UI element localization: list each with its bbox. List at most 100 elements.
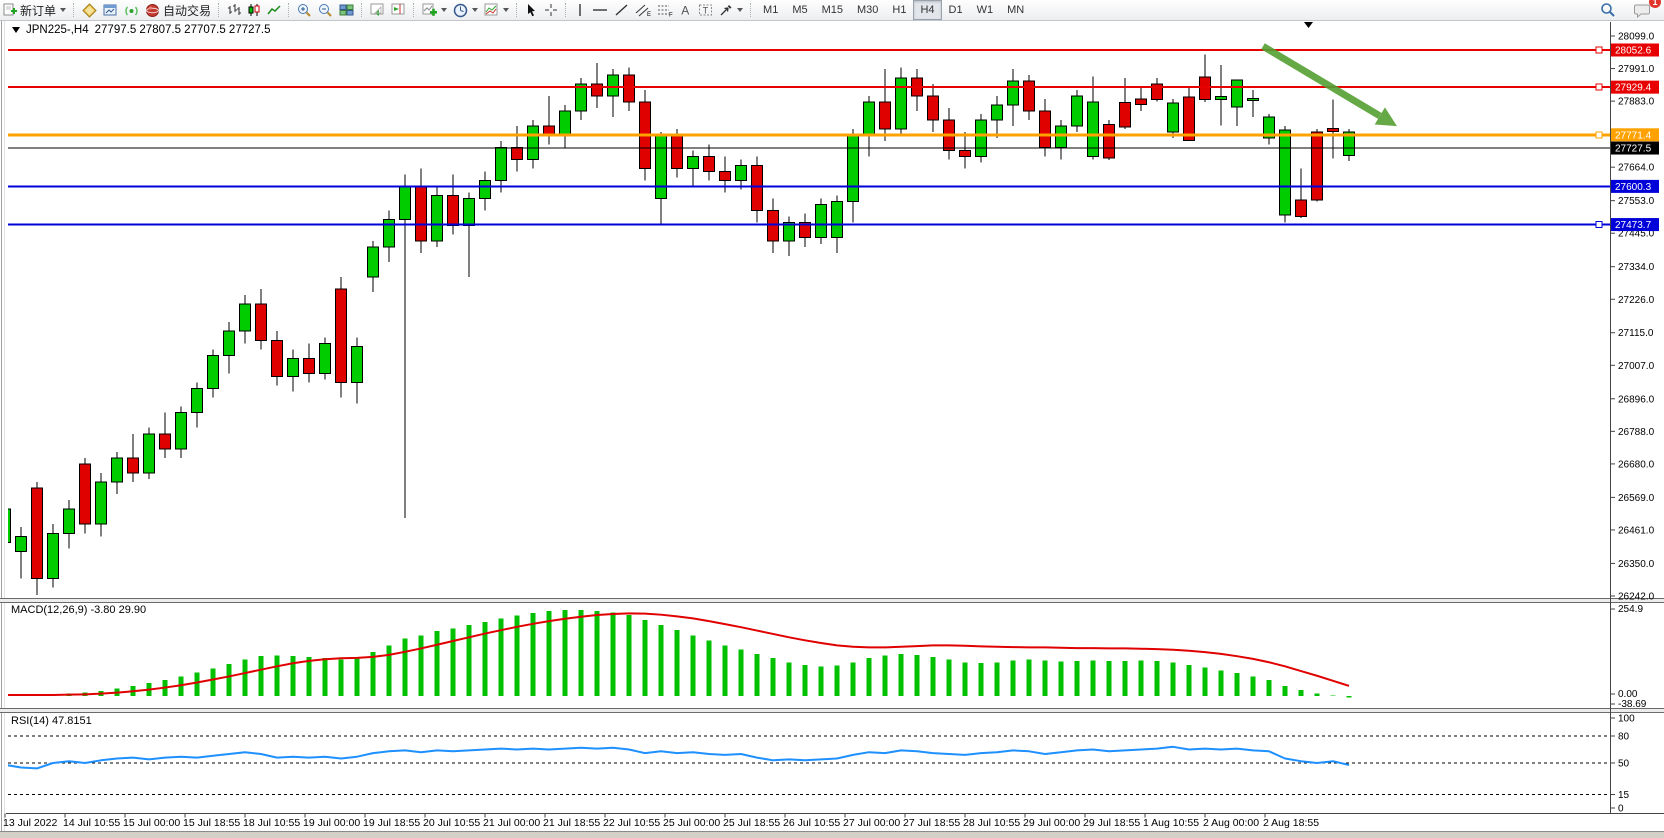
search-button[interactable] bbox=[1597, 1, 1619, 19]
autotrading-button[interactable]: 自动交易 bbox=[142, 1, 214, 19]
trend-arrow[interactable] bbox=[1261, 43, 1397, 127]
crosshair-button[interactable] bbox=[541, 1, 561, 19]
svg-text:26350.0: 26350.0 bbox=[1618, 559, 1655, 570]
chevron-down-icon bbox=[441, 8, 448, 12]
svg-text:19 Jul 00:00: 19 Jul 00:00 bbox=[303, 817, 360, 829]
candlestick-chart-icon bbox=[248, 4, 260, 16]
trendline-icon bbox=[615, 4, 628, 16]
svg-text:27727.5: 27727.5 bbox=[1615, 144, 1652, 155]
timeframe-button-M15[interactable]: M15 bbox=[821, 4, 843, 16]
chart-shift-button[interactable] bbox=[388, 1, 409, 19]
periods-button[interactable] bbox=[450, 1, 481, 19]
horizontal-line-objects[interactable] bbox=[8, 46, 1610, 229]
tile-windows-button[interactable] bbox=[336, 1, 357, 19]
notifications-button[interactable]: 1 bbox=[1631, 0, 1661, 19]
cursor-button[interactable] bbox=[522, 1, 541, 19]
yellow-diamond-button[interactable] bbox=[79, 1, 100, 19]
svg-text:-38.69: -38.69 bbox=[1618, 699, 1647, 710]
rsi-indicator-label: RSI(14) 47.8151 bbox=[11, 715, 92, 727]
fibonacci-icon: F bbox=[658, 5, 673, 17]
add-indicator-button[interactable] bbox=[419, 1, 450, 19]
svg-text:27 Jul 00:00: 27 Jul 00:00 bbox=[843, 817, 900, 829]
equidistant-channel-icon: E bbox=[635, 4, 651, 17]
svg-text:26569.0: 26569.0 bbox=[1618, 493, 1655, 504]
main-toolbar: 新订单 自动交易 bbox=[0, 0, 1664, 21]
chevron-down-icon bbox=[472, 8, 479, 12]
svg-text:26242.0: 26242.0 bbox=[1618, 591, 1655, 602]
svg-text:27991.0: 27991.0 bbox=[1618, 64, 1655, 75]
bar-chart-button[interactable] bbox=[224, 1, 244, 19]
svg-text:27883.0: 27883.0 bbox=[1618, 97, 1655, 108]
svg-text:21 Jul 18:55: 21 Jul 18:55 bbox=[543, 817, 600, 829]
price-axis: 28099.0 27991.0 27883.0 27664.0 27553.0 27445… bbox=[1610, 22, 1659, 815]
time-axis: 13 Jul 2022 14 Jul 10:55 15 Jul 00:00 15 Ju… bbox=[3, 813, 1664, 829]
horizontal-line-icon bbox=[593, 9, 608, 11]
timeframe-button-M30[interactable]: M30 bbox=[857, 4, 879, 16]
svg-text:50: 50 bbox=[1618, 759, 1630, 770]
autotrading-label: 自动交易 bbox=[163, 3, 212, 18]
text-button[interactable]: A bbox=[676, 1, 695, 19]
svg-text:27600.3: 27600.3 bbox=[1615, 182, 1652, 193]
svg-text:27 Jul 18:55: 27 Jul 18:55 bbox=[903, 817, 960, 829]
svg-text:27664.0: 27664.0 bbox=[1618, 163, 1655, 174]
arrows-button[interactable] bbox=[716, 1, 746, 19]
svg-text:A: A bbox=[681, 4, 689, 18]
templates-icon bbox=[484, 3, 498, 16]
svg-text:20 Jul 10:55: 20 Jul 10:55 bbox=[423, 817, 480, 829]
svg-text:15: 15 bbox=[1618, 790, 1630, 801]
toolbar-separator bbox=[565, 3, 567, 17]
text-icon: A bbox=[681, 4, 689, 18]
timeframe-button-H4[interactable]: H4 bbox=[913, 0, 942, 20]
timeframe-button-MN[interactable]: MN bbox=[1007, 4, 1025, 16]
zoom-in-button[interactable] bbox=[294, 1, 315, 19]
svg-text:28099.0: 28099.0 bbox=[1618, 32, 1655, 43]
svg-text:E: E bbox=[647, 12, 651, 17]
timeframe-button-D1[interactable]: D1 bbox=[948, 4, 963, 16]
line-chart-button[interactable] bbox=[264, 1, 284, 19]
toolbar-separator bbox=[218, 3, 220, 17]
timeframe-button-M1[interactable]: M1 bbox=[763, 4, 779, 16]
signal-icon bbox=[125, 6, 138, 15]
auto-scroll-button[interactable] bbox=[367, 1, 388, 19]
svg-text:13 Jul 2022: 13 Jul 2022 bbox=[3, 817, 57, 829]
svg-text:1 Aug 10:55: 1 Aug 10:55 bbox=[1143, 817, 1199, 829]
yellow-diamond-icon bbox=[82, 2, 97, 18]
signals-button[interactable] bbox=[121, 1, 142, 19]
arrows-icon bbox=[720, 5, 732, 16]
zoom-out-button[interactable] bbox=[315, 1, 336, 19]
charts-window-button[interactable] bbox=[100, 1, 121, 19]
templates-button[interactable] bbox=[481, 1, 512, 19]
macd-signal-line bbox=[8, 612, 1350, 696]
chart-shift-marker[interactable] bbox=[1304, 22, 1313, 28]
vertical-line-button[interactable] bbox=[571, 1, 589, 19]
ohlc-collapse-icon[interactable] bbox=[12, 27, 20, 33]
autotrading-icon bbox=[146, 3, 160, 17]
auto-scroll-icon bbox=[370, 3, 384, 16]
add-indicator-icon bbox=[422, 3, 438, 16]
new-order-button[interactable]: 新订单 bbox=[0, 1, 69, 19]
crosshair-icon bbox=[545, 4, 558, 16]
svg-text:27553.0: 27553.0 bbox=[1618, 196, 1655, 207]
chevron-down-icon bbox=[503, 8, 510, 12]
timeframe-button-M5[interactable]: M5 bbox=[792, 4, 808, 16]
chevron-down-icon bbox=[60, 8, 67, 12]
svg-text:21 Jul 00:00: 21 Jul 00:00 bbox=[483, 817, 540, 829]
line-chart-icon bbox=[267, 5, 281, 15]
search-icon bbox=[1601, 3, 1615, 17]
horizontal-line-button[interactable] bbox=[589, 1, 611, 19]
svg-text:2 Aug 00:00: 2 Aug 00:00 bbox=[1203, 817, 1259, 829]
svg-text:0.00: 0.00 bbox=[1618, 689, 1638, 700]
svg-text:26788.0: 26788.0 bbox=[1618, 427, 1655, 438]
svg-text:26461.0: 26461.0 bbox=[1618, 525, 1655, 536]
trendline-button[interactable] bbox=[611, 1, 632, 19]
text-label-button[interactable]: T bbox=[695, 1, 716, 19]
svg-text:22 Jul 10:55: 22 Jul 10:55 bbox=[603, 817, 660, 829]
fibonacci-button[interactable]: F bbox=[654, 1, 676, 19]
timeframe-button-W1[interactable]: W1 bbox=[976, 4, 994, 16]
timeframe-button-H1[interactable]: H1 bbox=[892, 4, 907, 16]
candlestick-chart-button[interactable] bbox=[244, 1, 264, 19]
timeframe-group: M1 M5 M15 M30 H1 H4 D1 W1 MN bbox=[756, 0, 1031, 20]
rsi-line bbox=[8, 745, 1350, 770]
equidistant-channel-button[interactable]: E bbox=[632, 1, 654, 19]
